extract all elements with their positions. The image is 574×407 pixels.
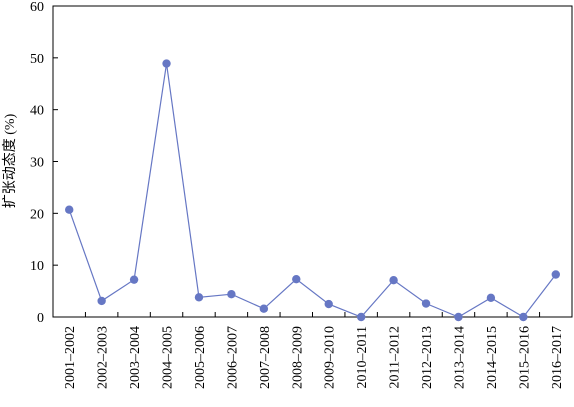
- data-point: [324, 299, 333, 309]
- y-axis-label: 扩张动态度 (%): [2, 113, 18, 208]
- y-ticks: 0 10 20 30 40 50 60: [30, 0, 58, 326]
- x-tick-label: 2001–2002: [63, 326, 78, 389]
- data-point: [551, 270, 560, 279]
- data-point: [162, 59, 171, 68]
- axes: [52, 5, 573, 318]
- x-tick-label: 2008–2009: [290, 326, 305, 389]
- data-point: [97, 296, 106, 306]
- series-line: [68, 63, 557, 318]
- data-point: [129, 275, 139, 284]
- data-point: [194, 293, 204, 302]
- x-tick-label: 2011–2012: [388, 326, 403, 388]
- data-point: [519, 312, 528, 322]
- data-point: [389, 275, 398, 285]
- y-tick-label: 20: [30, 207, 44, 222]
- x-tick-label: 2007–2008: [258, 326, 273, 389]
- x-tick-label: 2005–2006: [193, 326, 208, 389]
- x-tick-label: 2010–2011: [355, 326, 370, 388]
- data-point: [259, 304, 269, 313]
- data-point: [486, 293, 496, 303]
- x-tick-label: 2004–2005: [161, 326, 176, 389]
- data-point: [356, 312, 366, 322]
- series: [65, 59, 560, 322]
- x-tick-label: 2014–2015: [485, 326, 500, 389]
- x-tick-label: 2006–2007: [225, 326, 240, 389]
- x-tick-label: 2009–2010: [323, 326, 338, 389]
- x-tick-label: 2003–2004: [128, 326, 143, 389]
- x-tick-label: 2016–2017: [550, 326, 565, 389]
- x-tick-label: 2013–2014: [452, 326, 467, 389]
- x-ticks: 2001–2002 2002–2003 2003–2004 2004–2005 2005…: [52, 312, 573, 389]
- plot-frame: [52, 5, 573, 318]
- data-point: [65, 205, 74, 214]
- data-point: [454, 312, 463, 322]
- x-tick-label: 2015–2016: [517, 326, 532, 389]
- y-tick-label: 0: [37, 311, 44, 326]
- y-tick-label: 10: [30, 259, 44, 274]
- data-point: [292, 274, 301, 284]
- x-tick-label: 2012–2013: [420, 326, 435, 389]
- data-point: [421, 299, 431, 308]
- x-tick-label: 2002–2003: [96, 326, 111, 389]
- data-point: [227, 289, 236, 299]
- y-tick-label: 40: [30, 104, 44, 119]
- y-tick-label: 60: [30, 0, 44, 15]
- y-tick-label: 30: [30, 156, 44, 171]
- y-tick-label: 50: [30, 52, 44, 67]
